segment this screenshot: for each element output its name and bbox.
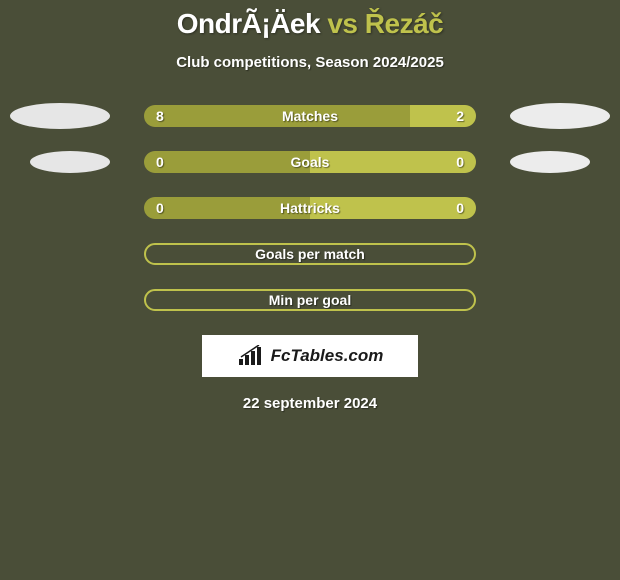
stat-bar: 0 Goals 0 xyxy=(144,151,476,173)
subtitle: Club competitions, Season 2024/2025 xyxy=(176,54,444,71)
stat-rows: 8 Matches 2 0 Goals 0 0 Hat xyxy=(0,105,620,311)
page-title: OndrÃ¡Äek vs Řezáč xyxy=(177,8,443,40)
bar-seg-left xyxy=(144,197,310,219)
bar-seg-right xyxy=(310,151,476,173)
bar-seg-right xyxy=(310,197,476,219)
player1-name: OndrÃ¡Äek xyxy=(177,8,320,39)
bar-seg-left xyxy=(144,151,310,173)
stat-bar: 0 Hattricks 0 xyxy=(144,197,476,219)
stat-row-goals-per-match: Goals per match xyxy=(0,243,620,265)
bar-seg-left xyxy=(144,105,410,127)
avatar-left xyxy=(30,151,110,173)
avatar-right xyxy=(510,103,610,129)
stat-label: Goals per match xyxy=(146,245,474,263)
stat-row-matches: 8 Matches 2 xyxy=(0,105,620,127)
comparison-card: OndrÃ¡Äek vs Řezáč Club competitions, Se… xyxy=(0,0,620,412)
stat-label: Min per goal xyxy=(146,291,474,309)
stat-bar: Min per goal xyxy=(144,289,476,311)
avatar-left xyxy=(10,103,110,129)
bar-seg-right xyxy=(410,105,476,127)
chart-icon xyxy=(237,345,265,367)
stat-row-hattricks: 0 Hattricks 0 xyxy=(0,197,620,219)
date-text: 22 september 2024 xyxy=(243,395,377,412)
stat-bar: Goals per match xyxy=(144,243,476,265)
player2-name: Řezáč xyxy=(365,8,443,39)
vs-label: vs xyxy=(327,8,357,39)
stat-row-goals: 0 Goals 0 xyxy=(0,151,620,173)
watermark: FcTables.com xyxy=(202,335,418,377)
avatar-right xyxy=(510,151,590,173)
stat-bar: 8 Matches 2 xyxy=(144,105,476,127)
watermark-text: FcTables.com xyxy=(271,346,384,366)
stat-row-min-per-goal: Min per goal xyxy=(0,289,620,311)
